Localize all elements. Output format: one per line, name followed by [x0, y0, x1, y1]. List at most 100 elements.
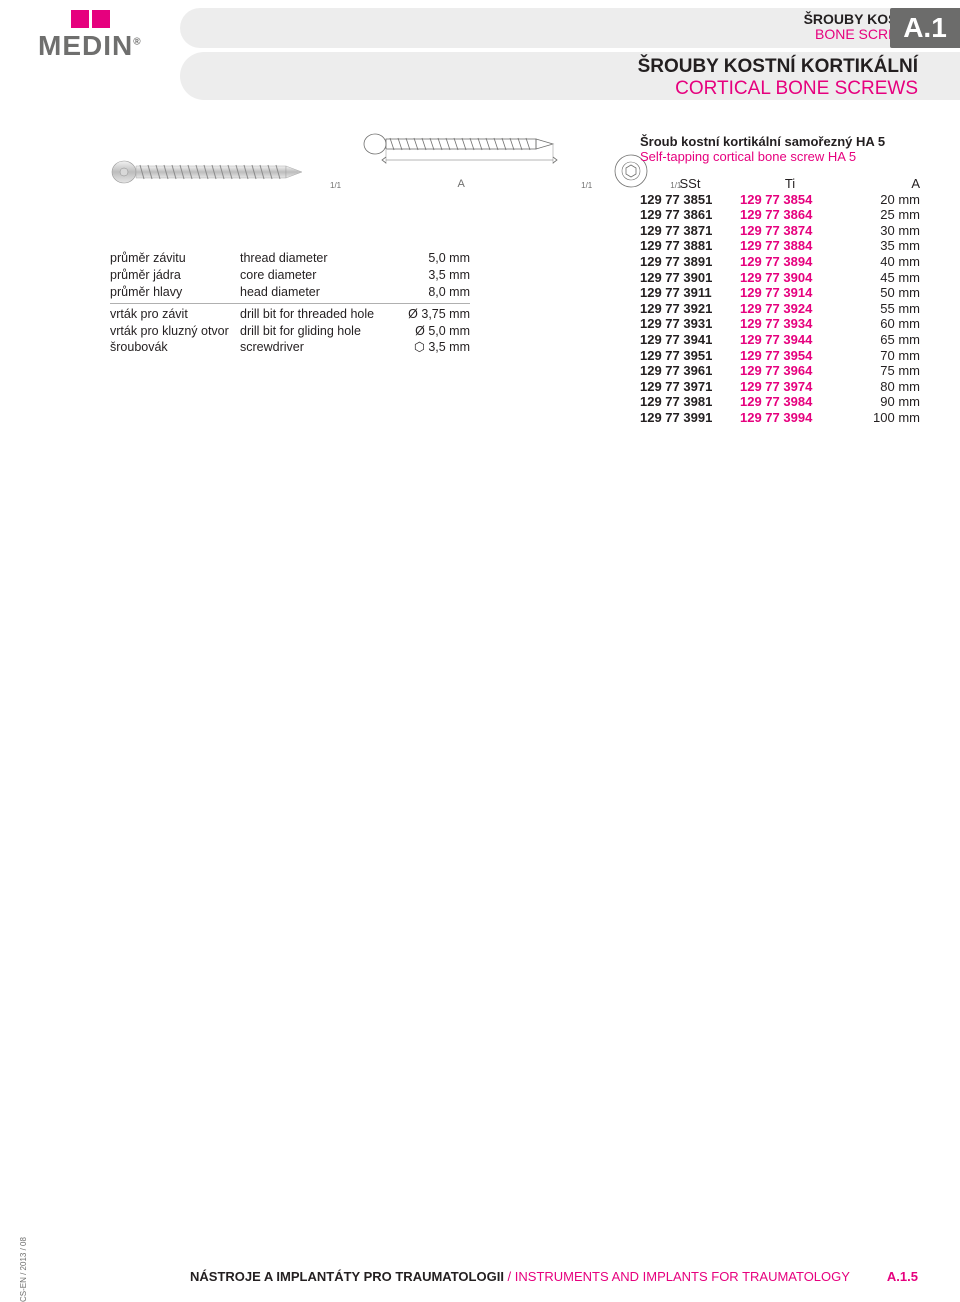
size-row: 129 77 3901 129 77 3904 45 mm	[640, 270, 920, 286]
size-ti: 129 77 3854	[740, 192, 840, 208]
size-sst: 129 77 3971	[640, 379, 740, 395]
scale-mid: 1/1	[581, 181, 592, 190]
size-sst: 129 77 3911	[640, 285, 740, 301]
size-a: 70 mm	[840, 348, 920, 364]
size-ti: 129 77 3994	[740, 410, 840, 426]
col-a: A	[840, 176, 920, 192]
spec-val: 3,5 mm	[400, 267, 470, 284]
size-a: 100 mm	[840, 410, 920, 426]
size-a: 80 mm	[840, 379, 920, 395]
size-ti: 129 77 3984	[740, 394, 840, 410]
catalog-page: MEDIN® ŠROUBY KOSTNÍ BONE SCREWS A.1 ŠRO…	[0, 0, 960, 1302]
spec-en: head diameter	[240, 284, 400, 301]
footer-sep: /	[504, 1269, 515, 1284]
size-row: 129 77 3911 129 77 3914 50 mm	[640, 285, 920, 301]
size-row: 129 77 3961 129 77 3964 75 mm	[640, 363, 920, 379]
spec-val: ⬡ 3,5 mm	[400, 339, 470, 356]
spec-val: Ø 5,0 mm	[400, 323, 470, 340]
spec-cz: šroubovák	[110, 339, 240, 356]
spec-en: drill bit for threaded hole	[240, 306, 400, 323]
size-row: 129 77 3941 129 77 3944 65 mm	[640, 332, 920, 348]
spec-cz: průměr závitu	[110, 250, 240, 267]
scale-left: 1/1	[330, 181, 341, 190]
size-ti: 129 77 3964	[740, 363, 840, 379]
spec-row: vrták pro závit drill bit for threaded h…	[110, 306, 470, 323]
size-a: 60 mm	[840, 316, 920, 332]
spec-val: Ø 3,75 mm	[400, 306, 470, 323]
size-ti: 129 77 3874	[740, 223, 840, 239]
title-bar: ŠROUBY KOSTNÍ KORTIKÁLNÍ CORTICAL BONE S…	[180, 52, 960, 100]
size-ti: 129 77 3914	[740, 285, 840, 301]
size-a: 25 mm	[840, 207, 920, 223]
size-sst: 129 77 3881	[640, 238, 740, 254]
size-sst: 129 77 3871	[640, 223, 740, 239]
size-a: 20 mm	[840, 192, 920, 208]
footer-en: INSTRUMENTS AND IMPLANTS FOR TRAUMATOLOG…	[515, 1269, 850, 1284]
size-row: 129 77 3851 129 77 3854 20 mm	[640, 192, 920, 208]
size-ti: 129 77 3934	[740, 316, 840, 332]
size-row: 129 77 3931 129 77 3934 60 mm	[640, 316, 920, 332]
spec-cz: průměr jádra	[110, 267, 240, 284]
product-block: Šroub kostní kortikální samořezný HA 5 S…	[640, 134, 920, 426]
size-row: 129 77 3991 129 77 3994 100 mm	[640, 410, 920, 426]
footer-page: A.1.5	[887, 1269, 918, 1284]
product-title-cz: Šroub kostní kortikální samořezný HA 5	[640, 134, 920, 149]
size-ti: 129 77 3954	[740, 348, 840, 364]
col-sst: SSt	[640, 176, 740, 192]
size-sst: 129 77 3991	[640, 410, 740, 426]
size-sst: 129 77 3941	[640, 332, 740, 348]
spec-row: průměr hlavy head diameter 8,0 mm	[110, 284, 470, 301]
size-row: 129 77 3951 129 77 3954 70 mm	[640, 348, 920, 364]
spec-val: 8,0 mm	[400, 284, 470, 301]
size-a: 35 mm	[840, 238, 920, 254]
size-row: 129 77 3971 129 77 3974 80 mm	[640, 379, 920, 395]
logo-squares	[71, 10, 142, 28]
size-sst: 129 77 3931	[640, 316, 740, 332]
spec-en: core diameter	[240, 267, 400, 284]
spec-cz: vrták pro kluzný otvor	[110, 323, 240, 340]
screw-render	[110, 154, 310, 190]
size-sst: 129 77 3961	[640, 363, 740, 379]
size-sst: 129 77 3921	[640, 301, 740, 317]
brand-logo: MEDIN®	[38, 10, 142, 62]
footer: NÁSTROJE A IMPLANTÁTY PRO TRAUMATOLOGII …	[0, 1269, 960, 1284]
spec-en: drill bit for gliding hole	[240, 323, 400, 340]
size-sst: 129 77 3891	[640, 254, 740, 270]
spec-row: průměr jádra core diameter 3,5 mm	[110, 267, 470, 284]
title-en: CORTICAL BONE SCREWS	[180, 78, 918, 100]
spec-val: 5,0 mm	[400, 250, 470, 267]
size-ti: 129 77 3884	[740, 238, 840, 254]
size-table-header: SSt Ti A	[640, 176, 920, 192]
size-ti: 129 77 3944	[740, 332, 840, 348]
spec-row: průměr závitu thread diameter 5,0 mm	[110, 250, 470, 267]
dimension-label: A	[361, 178, 561, 190]
size-ti: 129 77 3904	[740, 270, 840, 286]
size-ti: 129 77 3894	[740, 254, 840, 270]
size-a: 75 mm	[840, 363, 920, 379]
title-cz: ŠROUBY KOSTNÍ KORTIKÁLNÍ	[180, 56, 918, 78]
size-sst: 129 77 3851	[640, 192, 740, 208]
spec-en: screwdriver	[240, 339, 400, 356]
size-sst: 129 77 3981	[640, 394, 740, 410]
spec-row: šroubovák screwdriver ⬡ 3,5 mm	[110, 339, 470, 356]
spec-row: vrták pro kluzný otvor drill bit for gli…	[110, 323, 470, 340]
size-sst: 129 77 3901	[640, 270, 740, 286]
screw-linedrawing: A	[361, 130, 561, 190]
size-row: 129 77 3861 129 77 3864 25 mm	[640, 207, 920, 223]
header-bars: ŠROUBY KOSTNÍ BONE SCREWS A.1 ŠROUBY KOS…	[180, 8, 960, 100]
size-sst: 129 77 3951	[640, 348, 740, 364]
size-a: 45 mm	[840, 270, 920, 286]
size-row: 129 77 3981 129 77 3984 90 mm	[640, 394, 920, 410]
size-ti: 129 77 3864	[740, 207, 840, 223]
spec-cz: průměr hlavy	[110, 284, 240, 301]
col-ti: Ti	[740, 176, 840, 192]
size-a: 65 mm	[840, 332, 920, 348]
size-row: 129 77 3921 129 77 3924 55 mm	[640, 301, 920, 317]
logo-text: MEDIN®	[38, 30, 142, 62]
size-a: 55 mm	[840, 301, 920, 317]
category-bar: ŠROUBY KOSTNÍ BONE SCREWS A.1	[180, 8, 960, 48]
size-ti: 129 77 3974	[740, 379, 840, 395]
size-a: 90 mm	[840, 394, 920, 410]
size-row: 129 77 3891 129 77 3894 40 mm	[640, 254, 920, 270]
size-row: 129 77 3871 129 77 3874 30 mm	[640, 223, 920, 239]
